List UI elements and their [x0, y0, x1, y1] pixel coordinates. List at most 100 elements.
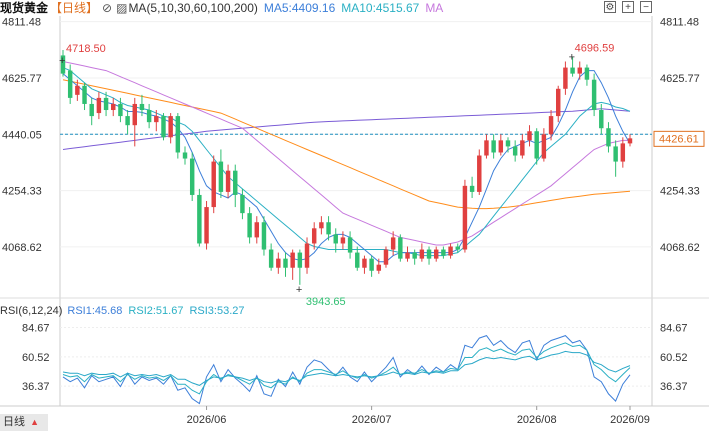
price-tick-label-right: 4811.48: [660, 17, 699, 29]
candle-body: [491, 140, 496, 153]
ma30-line: [62, 61, 630, 246]
price-annotations: 4718.50+4696.59+3943.65+: [59, 42, 614, 307]
time-axis: 2026/06 2026/07 2026/08 2026/09: [187, 406, 650, 426]
candle-body: [362, 258, 367, 268]
bottom-period-tab[interactable]: 日线 ▲: [0, 414, 48, 431]
candle-body: [254, 222, 260, 238]
rsi3-value: RSI3:53.27: [189, 305, 245, 317]
ma100-line: [62, 108, 631, 150]
candle-body: [433, 249, 439, 259]
price-tick-label-left: 4068.62: [2, 242, 42, 254]
candlesticks: [60, 49, 633, 285]
ma60-line: [62, 79, 631, 210]
ma-params: MA(5,10,30,60,100,200): [128, 1, 258, 15]
candle-body: [89, 103, 94, 117]
candle-body: [118, 103, 123, 117]
candle-body: [584, 67, 590, 80]
candle-body: [111, 103, 116, 111]
ma-toggle-icon[interactable]: ⊘: [102, 1, 113, 15]
rsi1-value: RSI1:45.68: [67, 305, 123, 317]
candle-body: [304, 243, 310, 268]
candle-body: [283, 258, 288, 268]
bottom-tab-label: 日线: [3, 416, 25, 428]
candle-body: [182, 152, 188, 159]
candle-body: [154, 116, 159, 123]
price-tick-label-left: 4811.48: [2, 17, 41, 29]
rsi-tick-label-left: 84.67: [22, 323, 50, 335]
candle-body: [103, 97, 109, 111]
candle-body: [412, 252, 417, 259]
candle-body: [168, 116, 173, 138]
candle-body: [319, 222, 324, 229]
zoom-out-icon[interactable]: −: [640, 1, 652, 13]
current-price-label: 4426.61: [659, 133, 699, 145]
candle-body: [146, 110, 152, 123]
zoom-in-icon[interactable]: +: [622, 1, 634, 13]
candle-body: [505, 140, 511, 147]
rsi-tick-label-right: 36.37: [660, 381, 688, 393]
rsi-header: RSI(6,12,24) RSI1:45.68 RSI2:51.67 RSI3:53.…: [0, 303, 600, 319]
ma-more: MA: [425, 1, 444, 15]
candle-body: [197, 194, 202, 244]
candle-body: [556, 88, 561, 117]
candle-body: [276, 258, 281, 268]
candle-body: [390, 237, 396, 250]
candle-body: [60, 55, 66, 74]
candle-body: [204, 207, 209, 244]
candle-body: [311, 228, 317, 244]
time-tick-label: 2026/07: [352, 414, 392, 426]
candle-body: [67, 70, 73, 98]
candle-body: [462, 185, 468, 250]
candle-body: [419, 249, 425, 259]
candle-body: [469, 185, 475, 192]
candle-body: [189, 158, 195, 195]
candle-body: [441, 249, 446, 256]
candle-body: [405, 252, 410, 259]
rsi2-value: RSI2:51.67: [128, 305, 184, 317]
candle-body: [527, 131, 532, 141]
rsi-tick-label-left: 60.52: [22, 352, 50, 364]
candle-body: [233, 170, 238, 195]
candle-body: [369, 258, 374, 271]
rsi-rsi2-line: [62, 342, 631, 395]
settings-gear-icon[interactable]: ⚙: [604, 1, 616, 13]
candle-body: [211, 161, 216, 208]
candle-body: [512, 146, 518, 156]
candle-body: [261, 222, 267, 250]
candle-body: [132, 103, 137, 126]
period-selector[interactable]: 【日线】: [50, 1, 99, 15]
rsi-tick-label-right: 84.67: [660, 323, 688, 335]
candle-body: [426, 249, 432, 259]
high-marker-icon: +: [59, 55, 65, 67]
rsi-rsi1-line: [62, 335, 631, 405]
candle-body: [326, 222, 331, 235]
candle-body: [398, 237, 403, 259]
candle-body: [620, 143, 626, 162]
candle-body: [297, 252, 303, 268]
candle-body: [225, 170, 231, 192]
rsi-panel: 84.67 84.67 60.52 60.52 36.37 36.37: [22, 323, 688, 405]
candle-body: [599, 110, 604, 129]
candle-body: [484, 140, 489, 156]
candle-body: [139, 103, 145, 111]
candle-body: [627, 138, 633, 144]
candle-body: [520, 140, 525, 156]
time-tick-label: 2026/09: [610, 414, 650, 426]
candle-body: [498, 140, 504, 153]
price-tick-label-left: 4625.77: [2, 73, 42, 85]
candle-body: [477, 155, 482, 192]
candle-body: [541, 134, 547, 159]
symbol-title: 现货黄金: [0, 1, 49, 15]
price-tick-label-right: 4625.77: [660, 73, 700, 85]
candle-body: [240, 194, 245, 214]
rsi-tick-label-left: 36.37: [22, 381, 50, 393]
time-tick-label: 2026/08: [517, 414, 557, 426]
ma-settings-icon[interactable]: ▨: [116, 1, 128, 15]
price-axis: 4811.484811.484625.774625.774440.054440.…: [2, 17, 705, 254]
candle-body: [247, 213, 252, 238]
candle-body: [268, 249, 274, 268]
candle-body: [613, 146, 618, 162]
price-tick-label-left: 4440.05: [2, 129, 42, 141]
triangle-up-icon: ▲: [30, 417, 39, 427]
